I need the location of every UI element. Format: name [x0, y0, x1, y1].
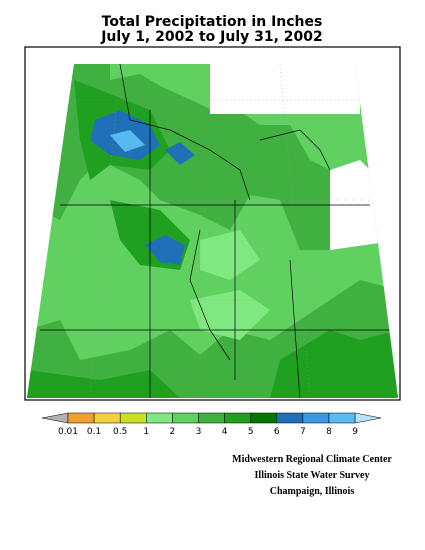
legend-label: 7	[300, 427, 306, 437]
credit: Midwestern Regional Climate Center	[232, 454, 392, 465]
precip-map	[27, 64, 398, 398]
legend-swatch	[172, 412, 199, 424]
legend-swatch	[224, 412, 251, 424]
legend-swatch	[302, 412, 330, 424]
legend: 0.01 0.1 0.5 1 2 3 4 5 6 7 8 9	[41, 412, 382, 437]
legend-swatch	[67, 412, 95, 424]
legend-swatch	[250, 412, 278, 424]
legend-label: 1	[143, 427, 149, 437]
legend-swatch	[354, 412, 382, 424]
legend-swatch	[41, 412, 69, 424]
legend-swatch	[146, 412, 173, 424]
legend-label: 8	[326, 427, 332, 437]
legend-label: 9	[352, 427, 358, 437]
legend-swatch	[93, 412, 121, 424]
legend-label: 0.01	[58, 427, 78, 437]
map-frame	[24, 46, 401, 401]
legend-swatch	[198, 412, 225, 424]
credit: Illinois State Water Survey	[255, 470, 370, 481]
legend-swatch	[328, 412, 356, 424]
legend-swatch	[119, 412, 147, 424]
title-line: July 1, 2002 to July 31, 2002	[100, 29, 323, 45]
legend-label: 0.1	[87, 427, 101, 437]
title-line: Total Precipitation in Inches	[102, 14, 323, 30]
legend-label: 6	[274, 427, 280, 437]
legend-label: 0.5	[113, 427, 127, 437]
credit: Champaign, Illinois	[270, 486, 355, 497]
legend-label: 5	[248, 427, 254, 437]
legend-label: 3	[196, 427, 202, 437]
legend-label: 2	[170, 427, 176, 437]
legend-swatch	[276, 412, 304, 424]
legend-label: 4	[222, 427, 228, 437]
